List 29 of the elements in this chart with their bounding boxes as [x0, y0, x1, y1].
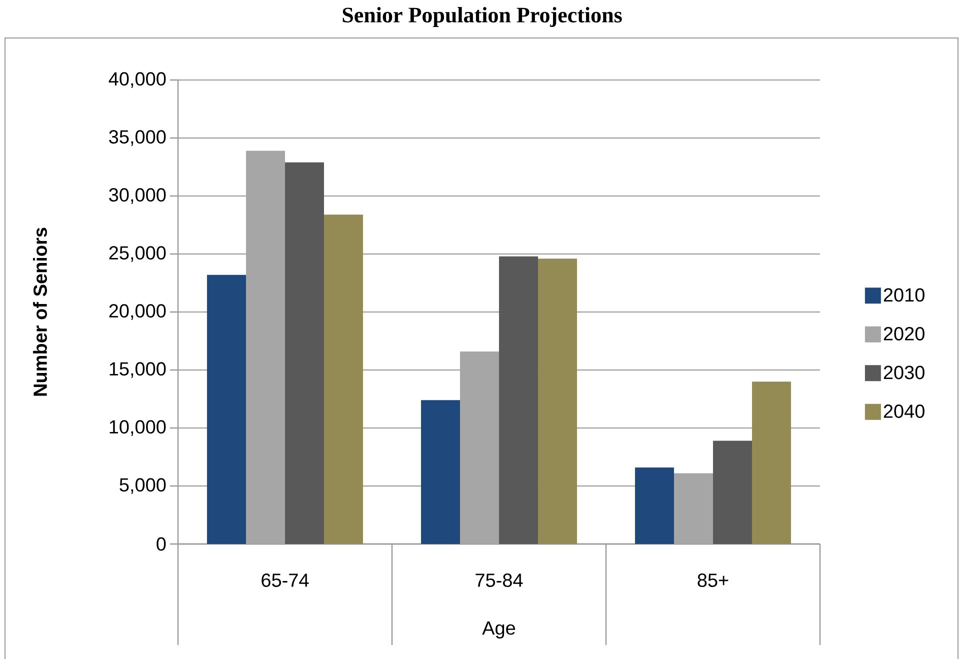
- y-tick-label: 5,000: [120, 478, 166, 494]
- y-tick-label: 10,000: [110, 420, 166, 436]
- chart-title: Senior Population Projections: [342, 7, 622, 27]
- x-tick-label: 65-74: [262, 574, 309, 587]
- bar: [421, 400, 460, 544]
- y-tick-label: 35,000: [109, 130, 166, 146]
- bar: [207, 274, 246, 544]
- y-tick-label: 25,000: [109, 246, 166, 262]
- y-tick-label: 40,000: [108, 72, 166, 88]
- bar: [674, 473, 714, 544]
- x-tick-label: 75-84: [476, 574, 523, 587]
- x-tick-label: 85+: [698, 574, 728, 587]
- bar: [285, 162, 324, 544]
- legend-label: 2030: [884, 366, 924, 380]
- y-tick-label: 30,000: [109, 188, 166, 204]
- legend-label: 2020: [884, 326, 924, 340]
- bar: [635, 467, 674, 544]
- bar: [713, 440, 752, 544]
- y-tick-label: 0: [156, 537, 166, 551]
- y-tick-label: 15,000: [110, 362, 166, 378]
- legend-label: 2040: [884, 404, 924, 418]
- bar: [324, 214, 364, 544]
- x-axis-title: Age: [482, 622, 516, 638]
- y-tick-label: 20,000: [109, 304, 166, 320]
- legend-label: 2010: [884, 288, 924, 302]
- bar: [538, 258, 578, 544]
- bar: [752, 382, 792, 544]
- y-axis-title: Number of Seniors: [33, 228, 47, 396]
- bar: [499, 256, 538, 544]
